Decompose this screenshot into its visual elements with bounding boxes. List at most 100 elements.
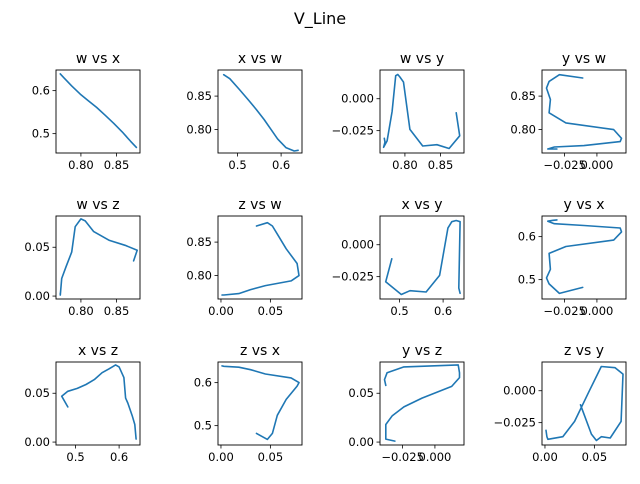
axes-frame	[379, 69, 465, 154]
subplot-title: y vs x	[563, 197, 604, 213]
series-line	[545, 73, 623, 150]
y-tick-label: 0.6	[194, 376, 212, 390]
subplot-title: z vs x	[240, 343, 280, 359]
y-tick-label: 0.80	[186, 123, 212, 137]
series-line	[59, 218, 138, 296]
axes-frame	[379, 215, 465, 300]
x-tick-label: 0.80	[68, 304, 94, 318]
y-tick-label: 0.00	[24, 289, 50, 303]
series-line	[545, 219, 623, 295]
axes-frame	[541, 361, 627, 446]
series-line	[221, 221, 300, 296]
subplot-title: x vs z	[78, 343, 118, 359]
y-tick-label: 0.000	[341, 238, 374, 252]
subplot-title: z vs y	[564, 343, 604, 359]
x-tick-label: 0.5	[66, 450, 84, 464]
figure-title: V_Line	[294, 9, 346, 29]
y-tick-label: 0.00	[24, 435, 50, 449]
subplot-1: w vs x 0.80 0.85 0.5 0.6	[32, 51, 141, 172]
x-tick-label: 0.85	[104, 304, 130, 318]
subplot-title: x vs w	[238, 51, 282, 67]
y-tick-label: 0.5	[32, 127, 50, 141]
x-tick-label: −0.025	[543, 158, 586, 172]
x-tick-label: 0.00	[208, 304, 234, 318]
x-tick-label: 0.6	[434, 304, 452, 318]
x-tick-label: 0.5	[390, 304, 408, 318]
y-tick-label: 0.5	[194, 419, 212, 433]
series-line	[59, 73, 138, 149]
subplot-9: x vs z 0.5 0.6 0.00 0.05	[24, 343, 141, 464]
subplot-title: z vs w	[238, 197, 281, 213]
x-tick-label: 0.80	[68, 158, 94, 172]
y-tick-label: 0.05	[24, 240, 50, 254]
x-tick-label: 0.05	[582, 450, 608, 464]
axes-frame	[55, 361, 141, 446]
x-tick-label: 0.000	[580, 158, 613, 172]
axes-frame	[217, 215, 303, 300]
axes-frame	[379, 361, 465, 446]
y-tick-label: 0.80	[510, 123, 536, 137]
axes-frame	[217, 69, 303, 154]
series-line	[382, 73, 461, 150]
subplot-6: z vs w 0.00 0.05 0.80 0.85	[186, 197, 303, 318]
x-tick-label: −0.025	[543, 304, 586, 318]
y-tick-label: 0.85	[510, 89, 536, 103]
subplot-title: w vs x	[76, 51, 120, 67]
axes-frame	[55, 215, 141, 300]
y-tick-label: 0.5	[518, 273, 536, 287]
y-tick-label: 0.85	[186, 89, 212, 103]
x-tick-label: 0.5	[228, 158, 246, 172]
y-tick-label: −0.025	[331, 124, 374, 138]
y-tick-label: 0.6	[32, 84, 50, 98]
series-line	[221, 365, 300, 441]
subplot-title: x vs y	[401, 197, 442, 213]
subplot-title: w vs y	[400, 51, 444, 67]
y-tick-label: 0.05	[348, 386, 374, 400]
series-line	[383, 364, 461, 442]
x-tick-label: 0.00	[532, 450, 558, 464]
series-line	[222, 73, 299, 152]
subplot-3: w vs y 0.80 0.85 −0.025 0.000	[331, 51, 465, 172]
y-tick-label: 0.6	[518, 230, 536, 244]
subplot-grid: w vs x 0.80 0.85 0.5 0.6 x vs w 0.5 0.6 0.80 0.85…	[24, 51, 627, 464]
subplot-title: y vs z	[402, 343, 442, 359]
x-tick-label: 0.6	[272, 158, 290, 172]
y-tick-label: 0.00	[348, 435, 374, 449]
subplot-title: w vs z	[76, 197, 119, 213]
y-tick-label: 0.000	[341, 92, 374, 106]
x-tick-label: 0.00	[208, 450, 234, 464]
y-tick-label: 0.85	[186, 235, 212, 249]
x-tick-label: 0.05	[258, 450, 284, 464]
x-tick-label: 0.000	[580, 304, 613, 318]
y-tick-label: 0.80	[186, 269, 212, 283]
y-tick-label: −0.025	[331, 270, 374, 284]
y-tick-label: −0.025	[493, 416, 536, 430]
axes-frame	[541, 215, 627, 300]
axes-frame	[541, 69, 627, 154]
axes-frame	[217, 361, 303, 446]
subplot-5: w vs z 0.80 0.85 0.00 0.05	[24, 197, 141, 318]
series-line	[545, 365, 624, 442]
x-tick-label: −0.025	[381, 450, 424, 464]
subplot-10: z vs x 0.00 0.05 0.5 0.6	[194, 343, 303, 464]
axes-frame	[55, 69, 141, 154]
subplot-2: x vs w 0.5 0.6 0.80 0.85	[186, 51, 303, 172]
x-tick-label: 0.85	[104, 158, 130, 172]
series-line	[384, 219, 461, 296]
subplot-7: x vs y 0.5 0.6 −0.025 0.000	[331, 197, 465, 318]
series-line	[60, 364, 137, 440]
x-tick-label: 0.80	[392, 158, 418, 172]
y-tick-label: 0.05	[24, 386, 50, 400]
x-tick-label: 0.6	[110, 450, 128, 464]
x-tick-label: 0.05	[258, 304, 284, 318]
x-tick-label: 0.000	[418, 450, 451, 464]
subplot-12: z vs y 0.00 0.05 −0.025 0.000	[493, 343, 627, 464]
x-tick-label: 0.85	[428, 158, 454, 172]
subplot-title: y vs w	[562, 51, 606, 67]
